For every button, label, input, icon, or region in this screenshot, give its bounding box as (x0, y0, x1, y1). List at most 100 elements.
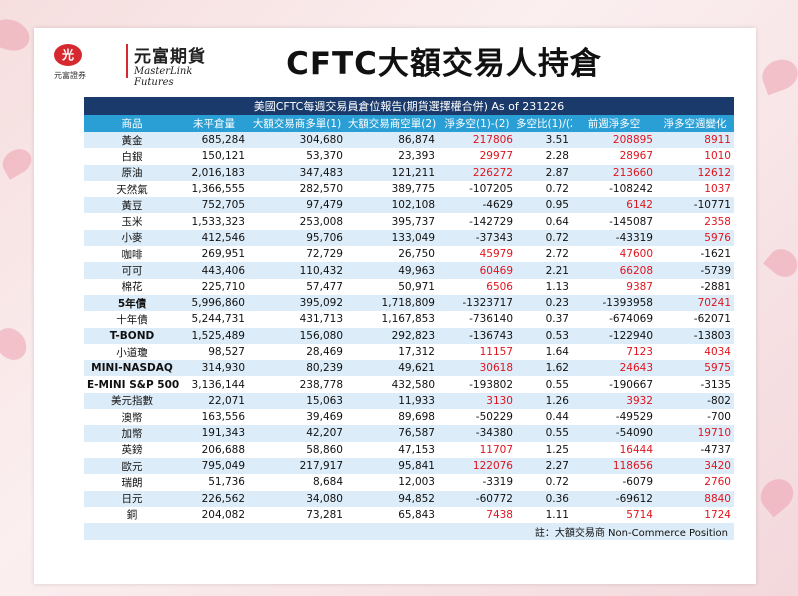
open-interest-cell: 191,343 (180, 425, 248, 442)
large-long-cell: 156,080 (248, 327, 346, 344)
commodity-name-cell: 美元指數 (84, 392, 180, 410)
large-long-cell: 95,706 (248, 229, 346, 247)
prev-week-net-cell: -145087 (572, 213, 656, 230)
large-long-cell: 238,778 (248, 376, 346, 393)
long-short-ratio-cell: 1.11 (516, 506, 572, 524)
long-short-ratio-cell: 2.87 (516, 164, 572, 181)
large-short-cell: 86,874 (346, 132, 438, 149)
large-long-cell: 72,729 (248, 246, 346, 263)
open-interest-cell: 3,136,144 (180, 376, 248, 393)
column-header: 大額交易商空單(2) (346, 115, 438, 132)
column-header: 淨多空週變化 (656, 115, 734, 132)
table-row: 玉米 1,533,323 253,008 395,737 -142729 0.64 -145… (84, 213, 734, 230)
open-interest-cell: 443,406 (180, 262, 248, 279)
large-long-cell: 97,479 (248, 197, 346, 214)
long-short-ratio-cell: 0.44 (516, 409, 572, 426)
large-short-cell: 76,587 (346, 425, 438, 442)
open-interest-cell: 1,525,489 (180, 327, 248, 344)
net-position-cell: 11157 (438, 343, 516, 361)
large-short-cell: 12,003 (346, 474, 438, 491)
long-short-ratio-cell: 0.72 (516, 474, 572, 491)
large-short-cell: 11,933 (346, 392, 438, 410)
flower-petal-decoration (754, 472, 798, 518)
large-short-cell: 102,108 (346, 197, 438, 214)
table-body: 黃金 685,284 304,680 86,874 217806 3.51 208895 89… (84, 132, 734, 524)
net-position-cell: 122076 (438, 457, 516, 475)
table-row: 瑞朗 51,736 8,684 12,003 -3319 0.72 -6079 2760 (84, 474, 734, 491)
commodity-name-cell: 小道瓊 (84, 343, 180, 361)
open-interest-cell: 51,736 (180, 474, 248, 491)
net-position-cell: -37343 (438, 229, 516, 247)
open-interest-cell: 1,366,555 (180, 180, 248, 198)
commodity-name-cell: E-MINI S&P 500 (84, 376, 180, 393)
large-short-cell: 121,211 (346, 164, 438, 181)
large-short-cell: 1,718,809 (346, 294, 438, 312)
large-long-cell: 395,092 (248, 294, 346, 312)
net-weekly-change-cell: -2881 (656, 278, 734, 295)
commodity-name-cell: 十年債 (84, 311, 180, 328)
table-row: T-BOND 1,525,489 156,080 292,823 -136743 0.53… (84, 327, 734, 344)
table-row: 原油 2,016,183 347,483 121,211 226272 2.87 21366… (84, 164, 734, 181)
open-interest-cell: 150,121 (180, 148, 248, 165)
open-interest-cell: 314,930 (180, 360, 248, 377)
long-short-ratio-cell: 0.55 (516, 376, 572, 393)
commodity-name-cell: 原油 (84, 164, 180, 181)
net-position-cell: -142729 (438, 213, 516, 230)
net-position-cell: -107205 (438, 180, 516, 198)
brand-badge-icon: 光 (54, 44, 82, 66)
net-position-cell: 6506 (438, 278, 516, 295)
large-long-cell: 34,080 (248, 490, 346, 507)
large-long-cell: 28,469 (248, 343, 346, 361)
large-short-cell: 389,775 (346, 180, 438, 198)
net-weekly-change-cell: -1621 (656, 246, 734, 263)
open-interest-cell: 685,284 (180, 132, 248, 149)
column-header: 前週淨多空 (572, 115, 656, 132)
prev-week-net-cell: -674069 (572, 311, 656, 328)
net-position-cell: -1323717 (438, 294, 516, 312)
table-row: 英鎊 206,688 58,860 47,153 11707 1.25 16444 -4737 (84, 441, 734, 458)
long-short-ratio-cell: 0.95 (516, 197, 572, 214)
large-long-cell: 53,370 (248, 148, 346, 165)
large-short-cell: 23,393 (346, 148, 438, 165)
large-short-cell: 432,580 (346, 376, 438, 393)
open-interest-cell: 226,562 (180, 490, 248, 507)
table-row: 歐元 795,049 217,917 95,841 122076 2.27 118656 34… (84, 457, 734, 475)
prev-week-net-cell: 3932 (572, 392, 656, 410)
prev-week-net-cell: 24643 (572, 360, 656, 377)
prev-week-net-cell: -6079 (572, 474, 656, 491)
long-short-ratio-cell: 3.51 (516, 132, 572, 149)
table-row: 黃豆 752,705 97,479 102,108 -4629 0.95 6142 -1077… (84, 197, 734, 214)
large-long-cell: 347,483 (248, 164, 346, 181)
prev-week-net-cell: 47600 (572, 246, 656, 263)
open-interest-cell: 225,710 (180, 278, 248, 295)
commodity-name-cell: MINI-NASDAQ (84, 360, 180, 377)
net-position-cell: -736140 (438, 311, 516, 328)
net-position-cell: -60772 (438, 490, 516, 507)
large-short-cell: 395,737 (346, 213, 438, 230)
cftc-table-wrapper: 美國CFTC每週交易員倉位報告(期貨選擇權合併) As of 231226 商品… (84, 97, 734, 541)
table-row: 澳幣 163,556 39,469 89,698 -50229 0.44 -49529 -70… (84, 409, 734, 426)
commodity-name-cell: 天然氣 (84, 180, 180, 198)
table-row: 十年債 5,244,731 431,713 1,167,853 -736140 0.37-… (84, 311, 734, 328)
commodity-name-cell: T-BOND (84, 327, 180, 344)
large-short-cell: 50,971 (346, 278, 438, 295)
prev-week-net-cell: -49529 (572, 409, 656, 426)
open-interest-cell: 206,688 (180, 441, 248, 458)
table-row: 美元指數 22,071 15,063 11,933 3130 1.26 3932 -802 (84, 392, 734, 410)
large-long-cell: 253,008 (248, 213, 346, 230)
open-interest-cell: 204,082 (180, 506, 248, 524)
net-weekly-change-cell: 8911 (656, 132, 734, 149)
column-header: 大額交易商多單(1) (248, 115, 346, 132)
long-short-ratio-cell: 0.37 (516, 311, 572, 328)
net-position-cell: -3319 (438, 474, 516, 491)
open-interest-cell: 22,071 (180, 392, 248, 410)
commodity-name-cell: 5年債 (84, 294, 180, 312)
large-short-cell: 133,049 (346, 229, 438, 247)
large-long-cell: 80,239 (248, 360, 346, 377)
large-long-cell: 73,281 (248, 506, 346, 524)
large-long-cell: 42,207 (248, 425, 346, 442)
net-position-cell: -4629 (438, 197, 516, 214)
long-short-ratio-cell: 0.64 (516, 213, 572, 230)
brand-divider (126, 44, 128, 78)
large-short-cell: 26,750 (346, 246, 438, 263)
